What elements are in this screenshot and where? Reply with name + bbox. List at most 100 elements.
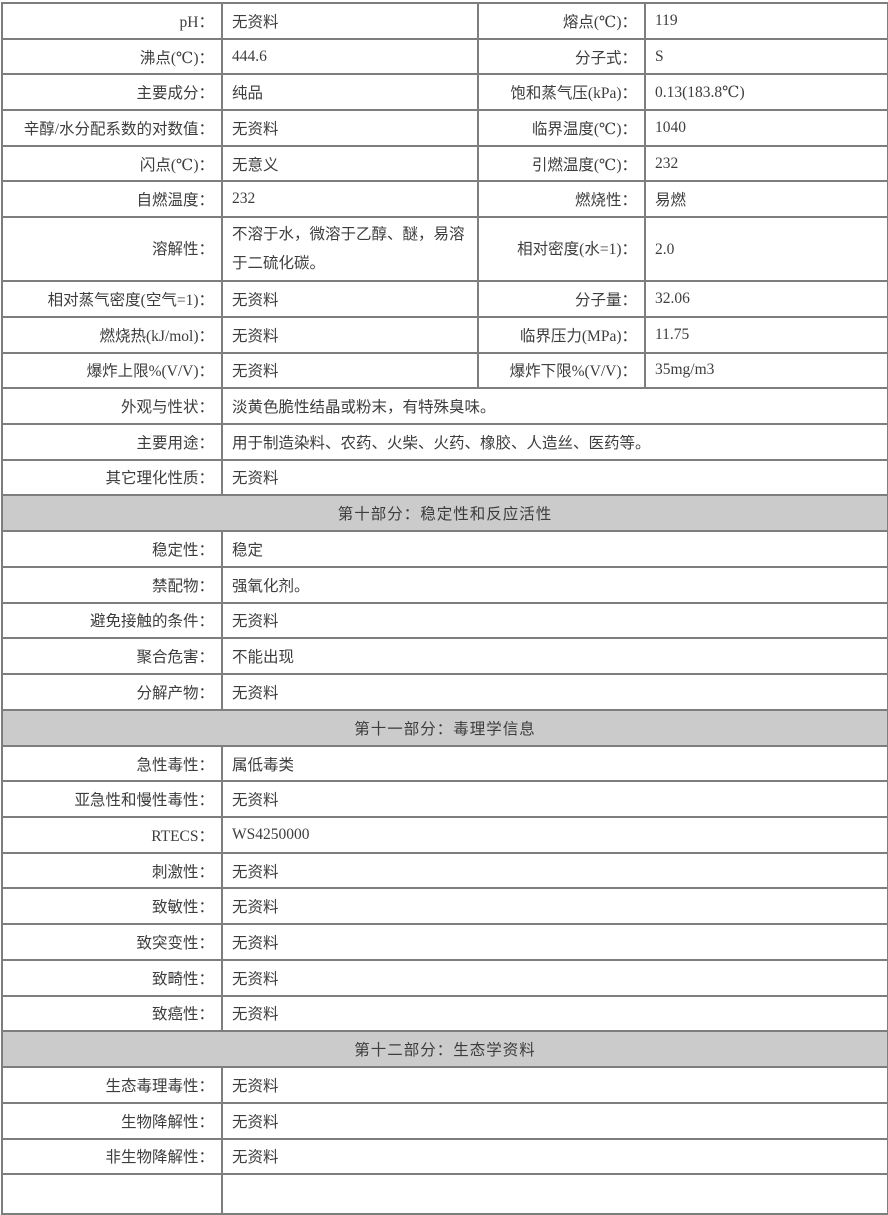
field-value: 无资料 <box>221 958 888 997</box>
table-row: 溶解性： 不溶于水，微溶于乙醇、醚，易溶于二硫化碳。 相对密度(水=1)： 2.0 <box>1 216 888 283</box>
field-label: 主要成分： <box>1 73 223 112</box>
field-label: 分子式： <box>477 37 646 76</box>
section-title: 第十一部分：毒理学信息 <box>1 708 888 747</box>
table-row: 致突变性： 无资料 <box>1 923 888 961</box>
field-value: 无资料 <box>221 887 888 926</box>
field-value: 232 <box>221 180 479 219</box>
field-value: 强氧化剂。 <box>221 565 888 604</box>
field-value <box>221 1173 888 1215</box>
field-label: 熔点(℃)： <box>477 2 646 40</box>
field-value: 无资料 <box>221 315 479 354</box>
table-row: 避免接触的条件： 无资料 <box>1 601 888 640</box>
field-label: 其它理化性质： <box>1 458 223 497</box>
field-value: 无资料 <box>221 1101 888 1140</box>
table-row <box>1 1173 888 1215</box>
field-label: RTECS： <box>1 816 223 854</box>
table-row: RTECS： WS4250000 <box>1 816 888 854</box>
field-label: 致癌性： <box>1 994 223 1033</box>
field-value: 无资料 <box>221 2 479 40</box>
field-label: 致突变性： <box>1 923 223 961</box>
field-label: 聚合危害： <box>1 637 223 675</box>
table-row: 相对蒸气密度(空气=1)： 无资料 分子量： 32.06 <box>1 280 888 318</box>
field-label: 饱和蒸气压(kPa)： <box>477 73 646 112</box>
field-value: 2.0 <box>644 216 888 283</box>
table-row: 聚合危害： 不能出现 <box>1 637 888 675</box>
field-label: 致敏性： <box>1 887 223 926</box>
field-label: 相对蒸气密度(空气=1)： <box>1 280 223 318</box>
field-label <box>1 1173 223 1215</box>
table-row: pH： 无资料 熔点(℃)： 119 <box>1 2 888 40</box>
field-value: 32.06 <box>644 280 888 318</box>
table-row: 稳定性： 稳定 <box>1 530 888 568</box>
table-row: 辛醇/水分配系数的对数值： 无资料 临界温度(℃)： 1040 <box>1 109 888 147</box>
field-value: 无资料 <box>221 923 888 961</box>
field-label: 急性毒性： <box>1 744 223 783</box>
field-label: 临界温度(℃)： <box>477 109 646 147</box>
field-label: 禁配物： <box>1 565 223 604</box>
field-value: 无资料 <box>221 851 888 890</box>
table-row: 非生物降解性： 无资料 <box>1 1137 888 1176</box>
field-label: 爆炸下限%(V/V)： <box>477 351 646 390</box>
field-label: 闪点(℃)： <box>1 144 223 183</box>
section-header-row: 第十部分：稳定性和反应活性 <box>1 494 888 533</box>
field-label: 亚急性和慢性毒性： <box>1 780 223 819</box>
field-label: 沸点(℃)： <box>1 37 223 76</box>
section-title: 第十部分：稳定性和反应活性 <box>1 494 888 533</box>
table-row: 致畸性： 无资料 <box>1 958 888 997</box>
field-value: 无资料 <box>221 351 479 390</box>
table-row: 急性毒性： 属低毒类 <box>1 744 888 783</box>
field-label: 外观与性状： <box>1 387 223 425</box>
table-row: 爆炸上限%(V/V)： 无资料 爆炸下限%(V/V)： 35mg/m3 <box>1 351 888 390</box>
table-row: 沸点(℃)： 444.6 分子式： S <box>1 37 888 76</box>
field-label: 稳定性： <box>1 530 223 568</box>
table-row: 致敏性： 无资料 <box>1 887 888 926</box>
field-value: 35mg/m3 <box>644 351 888 390</box>
field-label: 临界压力(MPa)： <box>477 315 646 354</box>
field-label: 燃烧热(kJ/mol)： <box>1 315 223 354</box>
field-value: 1040 <box>644 109 888 147</box>
table-row: 自燃温度： 232 燃烧性： 易燃 <box>1 180 888 219</box>
section-header-row: 第十二部分：生态学资料 <box>1 1030 888 1069</box>
field-label: 避免接触的条件： <box>1 601 223 640</box>
field-label: 分子量： <box>477 280 646 318</box>
field-value: 不溶于水，微溶于乙醇、醚，易溶于二硫化碳。 <box>221 216 479 283</box>
field-value: 无资料 <box>221 458 888 497</box>
section-header-row: 第十一部分：毒理学信息 <box>1 708 888 747</box>
field-value: 无资料 <box>221 280 479 318</box>
table-row: 其它理化性质： 无资料 <box>1 458 888 497</box>
field-label: 非生物降解性： <box>1 1137 223 1176</box>
field-value: 无资料 <box>221 601 888 640</box>
field-label: 致畸性： <box>1 958 223 997</box>
field-label: 引燃温度(℃)： <box>477 144 646 183</box>
field-value: 用于制造染料、农药、火柴、火药、橡胶、人造丝、医药等。 <box>221 422 888 461</box>
field-value: 属低毒类 <box>221 744 888 783</box>
field-value: 无资料 <box>221 109 479 147</box>
field-value: 232 <box>644 144 888 183</box>
section-title: 第十二部分：生态学资料 <box>1 1030 888 1069</box>
field-value: 119 <box>644 2 888 40</box>
field-label: 刺激性： <box>1 851 223 890</box>
field-value: 11.75 <box>644 315 888 354</box>
field-label: 主要用途： <box>1 422 223 461</box>
field-label: 生物降解性： <box>1 1101 223 1140</box>
table-row: 致癌性： 无资料 <box>1 994 888 1033</box>
table-row: 燃烧热(kJ/mol)： 无资料 临界压力(MPa)： 11.75 <box>1 315 888 354</box>
field-label: 溶解性： <box>1 216 223 283</box>
field-value: 无资料 <box>221 1137 888 1176</box>
table-row: 分解产物： 无资料 <box>1 673 888 711</box>
field-value: 易燃 <box>644 180 888 219</box>
table-row: 外观与性状： 淡黄色脆性结晶或粉末，有特殊臭味。 <box>1 387 888 425</box>
field-value: WS4250000 <box>221 816 888 854</box>
field-value: 纯品 <box>221 73 479 112</box>
field-value: 无资料 <box>221 1066 888 1104</box>
field-value: 无资料 <box>221 780 888 819</box>
table-row: 刺激性： 无资料 <box>1 851 888 890</box>
field-label: pH： <box>1 2 223 40</box>
field-label: 自燃温度： <box>1 180 223 219</box>
table-row: 主要用途： 用于制造染料、农药、火柴、火药、橡胶、人造丝、医药等。 <box>1 422 888 461</box>
field-label: 分解产物： <box>1 673 223 711</box>
table-row: 主要成分： 纯品 饱和蒸气压(kPa)： 0.13(183.8℃) <box>1 73 888 112</box>
field-label: 生态毒理毒性： <box>1 1066 223 1104</box>
